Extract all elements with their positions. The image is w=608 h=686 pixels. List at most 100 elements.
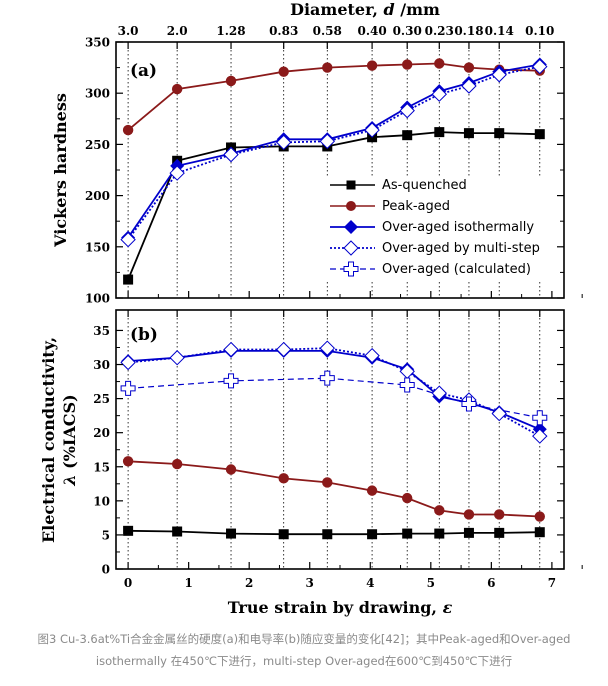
data-point-open-diamond (399, 363, 415, 380)
diameter-tick-label: 0.23 (425, 24, 454, 38)
data-point-open-diamond (364, 347, 380, 364)
data-point-open-diamond (431, 385, 447, 401)
x-tick-label: 0 (124, 576, 132, 590)
caption-line-2: isothermally 在450℃下进行，multi-step Over-ag… (95, 654, 513, 668)
data-point-circle (171, 83, 183, 95)
data-point-square (463, 527, 474, 538)
y-tick-label: 5 (102, 528, 110, 542)
legend-open-diamond-marker (343, 240, 359, 256)
data-point-circle (366, 60, 378, 71)
panel-a-y-ticks: 100 150 200 250 300 350 (85, 36, 564, 306)
series-line (127, 62, 540, 131)
panel-b-ylabel-line2: λ (%IACS) (60, 394, 79, 486)
data-point-open-diamond (275, 341, 292, 358)
series-line (127, 65, 540, 241)
x-axis-title: True strain by drawing, ε (228, 598, 453, 617)
x-tick-label: 6 (487, 576, 495, 590)
legend-open-plus-marker (343, 261, 359, 277)
legend-entry-over-aged-calculated: Over-aged (calculated) (330, 261, 531, 277)
data-point-square (123, 274, 134, 285)
data-point-open-diamond (431, 86, 447, 102)
data-point-open-diamond (275, 134, 292, 151)
legend-entry-over-aged-multi-step: Over-aged by multi-step (330, 240, 540, 256)
data-point-square (123, 525, 134, 536)
data-point-circle (402, 59, 413, 70)
data-point-circle (402, 492, 413, 504)
data-point-square (434, 528, 445, 539)
data-point-open-diamond (169, 165, 185, 181)
diameter-tick-label: 0.58 (313, 24, 342, 38)
panel-b-conductivity: 0 5 10 15 20 25 30 35 (b) Electrical conductivi… (39, 309, 583, 577)
x-tick-label: 1 (184, 576, 192, 590)
data-point-open-diamond (491, 67, 507, 83)
series-line (128, 377, 540, 419)
y-tick-label: 20 (93, 426, 110, 440)
data-point-open-diamond (532, 428, 548, 444)
x-tick-labels: 0 1 2 3 4 5 6 7 (124, 576, 556, 590)
data-point-square (402, 130, 413, 141)
top-axis-title: Diameter, d /mm (290, 0, 440, 19)
data-point-circle (278, 66, 289, 77)
diameter-tick-label: 1.28 (216, 24, 245, 38)
y-tick-label: 15 (93, 460, 110, 474)
data-point-circle (463, 62, 475, 73)
data-point-open-diamond (120, 354, 136, 371)
data-point-open-plus (223, 373, 239, 389)
y-tick-label: 25 (93, 392, 110, 406)
data-point-square (172, 526, 183, 537)
data-point-circle (122, 456, 134, 467)
data-point-square (494, 128, 505, 139)
legend-box (322, 176, 542, 282)
data-point-circle (225, 464, 237, 475)
legend-entry-as-quenched: As-quenched (330, 178, 467, 193)
y-tick-label: 150 (85, 240, 110, 254)
figure: Diameter, d /mm 3.0 2.0 1.28 0.83 0.58 0.40 0.… (39, 0, 583, 617)
data-point-square (534, 129, 545, 140)
diameter-tick-label: 0.30 (393, 24, 422, 38)
y-tick-label: 250 (85, 138, 110, 152)
data-point-circle (322, 477, 333, 488)
data-point-square (434, 127, 445, 138)
caption-line-1: 图3 Cu-3.6at%Ti合金金属丝的硬度(a)和电导率(b)随应变量的变化[… (37, 632, 571, 646)
x-tick-label: 3 (306, 576, 314, 590)
data-point-circle (463, 509, 475, 520)
data-point-square (226, 528, 237, 539)
legend-label-peak-aged: Peak-aged (382, 199, 450, 214)
legend: As-quenched Peak-aged Over-aged isotherm… (322, 176, 542, 282)
diameter-tick-label: 0.40 (357, 24, 386, 38)
data-point-circle (434, 505, 445, 516)
legend-circle-marker (346, 201, 356, 211)
x-tick-label: 7 (548, 576, 556, 590)
figure-caption: 图3 Cu-3.6at%Ti合金金属丝的硬度(a)和电导率(b)随应变量的变化[… (0, 628, 608, 672)
diameter-tick-label: 0.10 (525, 24, 554, 38)
data-point-square (367, 529, 378, 540)
legend-entry-over-aged-isothermally: Over-aged isothermally (330, 220, 534, 235)
diameter-tick-label: 0.14 (485, 24, 514, 38)
series-line (128, 347, 541, 437)
x-tick-label: 5 (427, 576, 435, 590)
data-point-open-diamond (364, 122, 380, 138)
series-line (128, 460, 540, 518)
panel-a-label: (a) (130, 61, 157, 81)
legend-label-as-quenched: As-quenched (382, 178, 467, 193)
panel-b-x-ticks (127, 310, 583, 569)
y-tick-label: 100 (85, 292, 110, 306)
data-point-square (463, 128, 474, 139)
data-point-circle (494, 509, 505, 520)
y-tick-label: 10 (93, 494, 110, 508)
legend-label-over-aged-calculated: Over-aged (calculated) (382, 262, 531, 277)
data-point-open-diamond (169, 350, 185, 366)
data-point-open-diamond (532, 58, 548, 75)
data-point-open-diamond (120, 231, 136, 248)
diameter-tick-label: 3.0 (118, 24, 139, 38)
diameter-tick-label: 2.0 (167, 24, 188, 38)
y-tick-label: 350 (85, 36, 110, 50)
data-point-square (534, 527, 545, 538)
panel-b-label: (b) (130, 325, 158, 345)
panel-b-ylabel-line1: Electrical conductivity, (39, 337, 58, 543)
diameter-tick-label: 0.18 (454, 24, 483, 38)
data-point-open-diamond (319, 340, 335, 356)
panel-a-x-ticks (127, 42, 583, 298)
legend-square-marker (346, 180, 356, 190)
panel-a-ylabel: Vickers hardness (51, 93, 70, 248)
